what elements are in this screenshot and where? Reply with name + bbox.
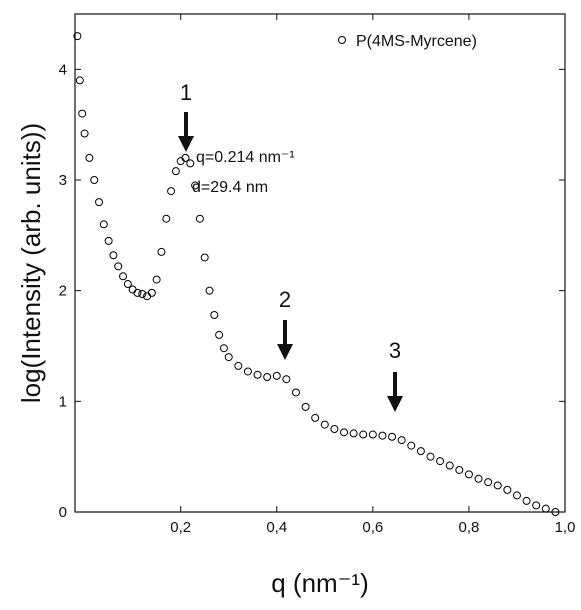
x-tick-label: 0,8 [458, 519, 479, 536]
data-point [219, 344, 228, 353]
y-axis-label: log(Intensity (arb. units)) [16, 123, 46, 403]
data-point [157, 247, 166, 256]
data-point [291, 388, 300, 397]
data-point [234, 361, 243, 370]
data-point [541, 504, 550, 513]
data-point [263, 372, 272, 381]
data-point [138, 289, 147, 298]
data-point [152, 275, 161, 284]
y-tick-label: 1 [59, 393, 67, 410]
data-point [474, 474, 483, 483]
data-point [388, 432, 397, 441]
data-point [167, 187, 176, 196]
data-point [522, 496, 531, 505]
data-point [272, 371, 281, 380]
data-point [224, 353, 233, 362]
data-point [282, 375, 291, 384]
data-point [119, 272, 128, 281]
y-tick-label: 2 [59, 283, 67, 300]
data-point [464, 470, 473, 479]
data-point [176, 157, 185, 166]
data-point [181, 153, 190, 162]
data-point [243, 367, 252, 376]
data-point [191, 181, 200, 190]
data-point [455, 465, 464, 474]
data-point [551, 508, 560, 516]
data-point [147, 288, 156, 297]
data-point [123, 280, 132, 289]
y-tick-label: 4 [59, 61, 67, 78]
data-point [186, 159, 195, 168]
data-point [349, 429, 358, 438]
data-point [73, 32, 82, 41]
annotation: 1 [180, 80, 192, 105]
data-point [109, 251, 118, 260]
x-axis-label: q (nm⁻¹) [271, 568, 369, 598]
data-point [445, 461, 454, 470]
data-point [407, 441, 416, 450]
data-point [195, 214, 204, 223]
data-point [340, 428, 349, 437]
x-tick-label: 0,6 [362, 519, 383, 536]
data-point [78, 109, 87, 118]
data-point [484, 478, 493, 487]
data-point [200, 253, 209, 262]
annotation: d=29.4 nm [192, 179, 268, 196]
data-point [301, 402, 310, 411]
annotation: 3 [389, 338, 401, 363]
annotation: 2 [279, 287, 291, 312]
data-point [493, 481, 502, 490]
x-tick-label: 0,4 [266, 519, 287, 536]
x-tick-label: 0,2 [170, 519, 191, 536]
data-point [162, 214, 171, 223]
legend-label: P(4MS-Myrcene) [356, 33, 477, 50]
data-point [436, 457, 445, 466]
data-point [99, 220, 108, 229]
data-point [503, 485, 512, 494]
data-point [320, 420, 329, 429]
data-point [378, 431, 387, 440]
data-point [359, 430, 368, 439]
data-point [75, 76, 84, 85]
plot-frame [74, 13, 566, 513]
data-point [90, 176, 99, 184]
data-point [368, 430, 377, 439]
data-point [114, 262, 123, 271]
data-point [311, 413, 320, 422]
data-point [128, 285, 137, 294]
x-tick-label: 1,0 [555, 519, 576, 536]
data-point [210, 311, 219, 320]
data-point [95, 198, 104, 207]
data-point [330, 425, 339, 433]
y-tick-label: 3 [59, 172, 67, 189]
annotation: q=0.214 nm⁻¹ [196, 149, 295, 166]
data-point [532, 501, 541, 510]
data-point [133, 288, 142, 297]
data-point [253, 370, 262, 379]
data-point [171, 167, 180, 176]
data-point [426, 452, 435, 461]
data-point [416, 447, 425, 456]
data-point [397, 436, 406, 445]
data-point [512, 491, 521, 500]
data-point [80, 129, 89, 138]
data-point [205, 286, 214, 295]
data-point [104, 236, 113, 245]
data-point [215, 330, 224, 339]
legend-marker [338, 36, 346, 44]
data-point [85, 153, 94, 162]
y-tick-label: 0 [59, 504, 67, 521]
